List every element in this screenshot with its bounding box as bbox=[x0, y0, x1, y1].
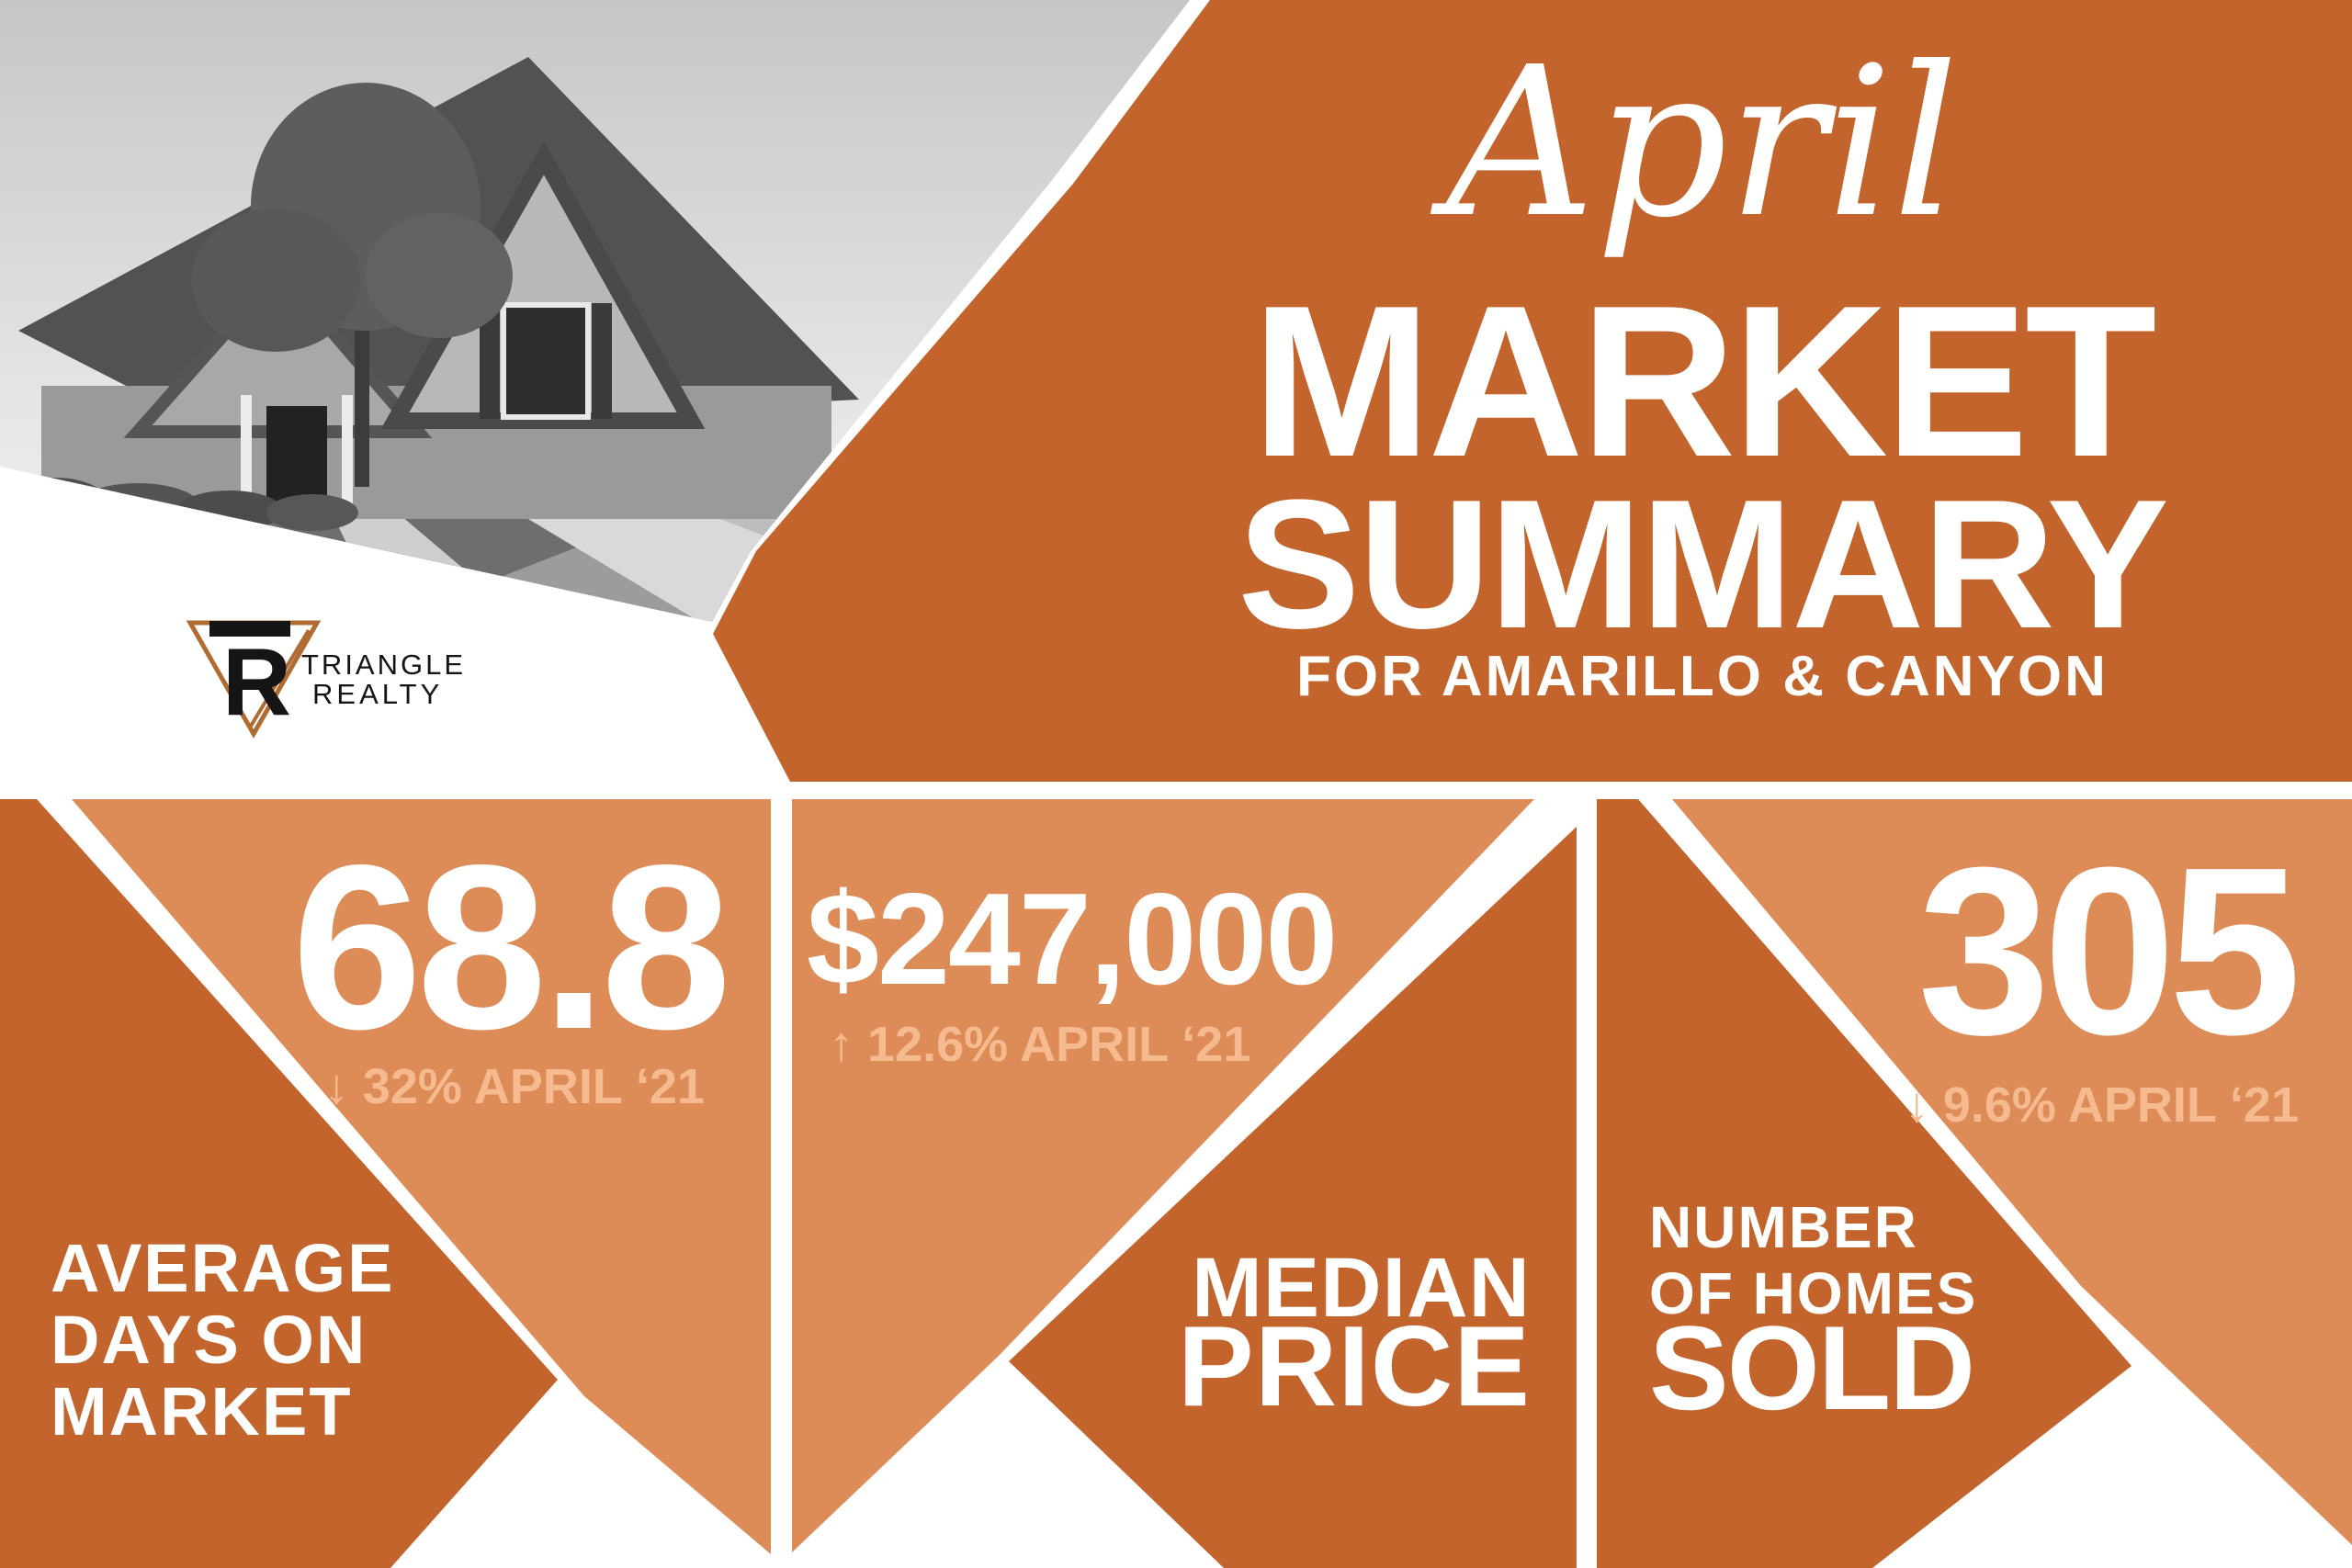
stat-label-line: OF HOMES bbox=[1649, 1260, 1978, 1326]
stat-panel-median-price: $247,000 ↑ 12.6% APRIL ‘21 MEDIAN PRICE bbox=[792, 799, 1577, 1568]
stat-label: AVERAGE DAYS ON MARKET bbox=[51, 1233, 394, 1448]
stat-label-line: MEDIAN bbox=[1192, 1241, 1531, 1335]
logo-monogram: R bbox=[222, 629, 291, 736]
down-arrow-icon: ↓ bbox=[323, 1059, 349, 1114]
stat-change-text: 9.6% APRIL ‘21 bbox=[1942, 1077, 2299, 1133]
stat-change-text: 32% APRIL ‘21 bbox=[362, 1059, 705, 1114]
triangle-realty-logo: R TRIANGLE REALTY bbox=[184, 614, 478, 747]
stat-label-line: PRICE bbox=[1178, 1303, 1531, 1430]
stat-label-line: DAYS ON bbox=[51, 1302, 368, 1378]
logo-name-line2: REALTY bbox=[312, 678, 443, 710]
title-subtitle: FOR AMARILLO & CANYON bbox=[1296, 645, 2109, 708]
stat-value: $247,000 bbox=[807, 866, 1338, 1012]
stat-value: 305 bbox=[1917, 818, 2301, 1085]
up-arrow-icon: ↑ bbox=[829, 1017, 854, 1072]
down-arrow-icon: ↓ bbox=[1904, 1077, 1929, 1133]
title-market: MARKET bbox=[1251, 260, 2156, 502]
triangle-logo-icon: R TRIANGLE REALTY bbox=[186, 620, 466, 739]
stat-label-line: NUMBER bbox=[1649, 1194, 1918, 1260]
stat-panel-average-days: 68.8 ↓ 32% APRIL ‘21 AVERAGE DAYS ON MAR… bbox=[0, 799, 771, 1568]
stat-label-line: MARKET bbox=[51, 1373, 353, 1450]
stat-change-text: 12.6% APRIL ‘21 bbox=[867, 1017, 1251, 1072]
stat-label-line: SOLD bbox=[1649, 1301, 1975, 1435]
title-summary: SUMMARY bbox=[1238, 462, 2169, 667]
stat-value: 68.8 bbox=[291, 817, 731, 1078]
stat-panel-homes-sold: 305 ↓ 9.6% APRIL ‘21 NUMBER OF HOMES SOL… bbox=[1597, 799, 2352, 1568]
month-script: April bbox=[1446, 23, 1959, 264]
stat-change: ↓ 9.6% APRIL ‘21 bbox=[1905, 1080, 2299, 1130]
stat-change: ↓ 32% APRIL ‘21 bbox=[324, 1062, 705, 1111]
stat-change: ↑ 12.6% APRIL ‘21 bbox=[829, 1020, 1250, 1069]
logo-name-line1: TRIANGLE bbox=[301, 649, 466, 681]
stat-label-line: AVERAGE bbox=[51, 1230, 395, 1306]
